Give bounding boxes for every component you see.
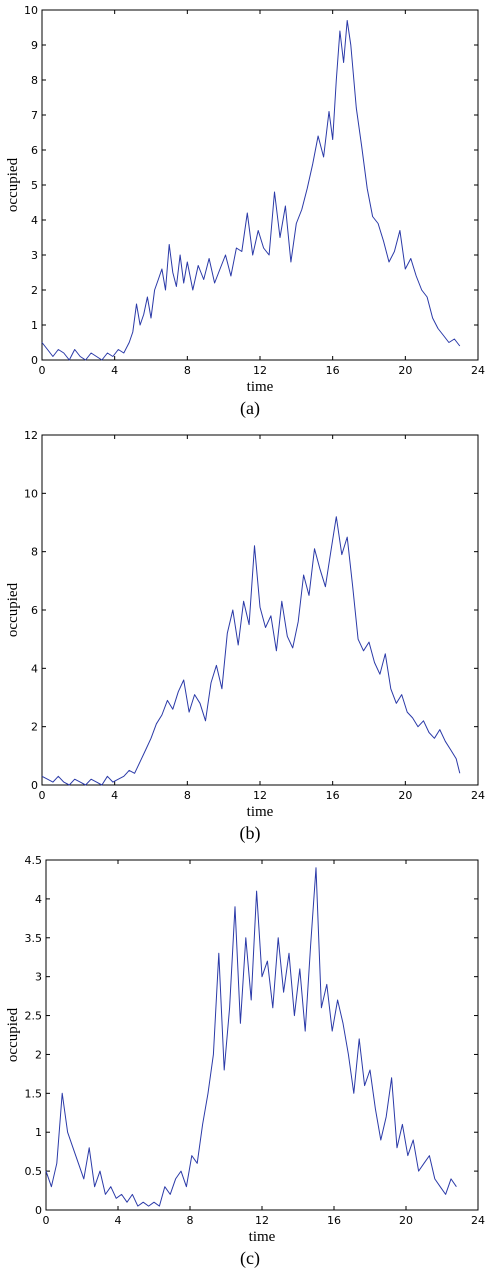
y-tick-label: 9 xyxy=(31,39,38,52)
x-tick-label: 20 xyxy=(398,364,412,377)
x-tick-label: 16 xyxy=(326,789,340,802)
series-line xyxy=(45,867,457,1207)
y-tick-label: 0 xyxy=(35,1204,42,1217)
x-tick-label: 0 xyxy=(43,1214,50,1227)
x-tick-label: 12 xyxy=(255,1214,269,1227)
x-axis-label: time xyxy=(247,379,274,395)
y-tick-label: 3.5 xyxy=(25,932,43,945)
x-tick-label: 24 xyxy=(471,789,485,802)
x-tick-label: 8 xyxy=(184,789,191,802)
x-tick-label: 16 xyxy=(327,1214,341,1227)
y-axis-label: occupied xyxy=(5,1007,21,1062)
y-tick-label: 0 xyxy=(31,779,38,792)
y-tick-label: 0.5 xyxy=(25,1165,43,1178)
x-tick-label: 24 xyxy=(471,364,485,377)
x-tick-label: 16 xyxy=(326,364,340,377)
x-tick-label: 12 xyxy=(253,364,267,377)
chart-panel-a: 0 4 8 12 16 20 24 0 1 2 3 4 5 6 7 8 9 10 time occupied (a) xyxy=(0,0,485,425)
panel-caption: (b) xyxy=(240,823,261,844)
y-tick-label: 3 xyxy=(31,249,38,262)
series-line xyxy=(41,516,461,786)
plot-area xyxy=(41,9,479,361)
y-tick-label: 5 xyxy=(31,179,38,192)
y-tick-label: 2 xyxy=(35,1048,42,1061)
y-tick-label: 4 xyxy=(31,214,38,227)
y-tick-label: 10 xyxy=(24,4,38,17)
x-tick-label: 12 xyxy=(253,789,267,802)
y-tick-label: 2.5 xyxy=(25,1010,43,1023)
y-tick-label: 4 xyxy=(31,662,38,675)
y-tick-label: 2 xyxy=(31,721,38,734)
y-tick-label: 3 xyxy=(35,971,42,984)
y-tick-label: 1 xyxy=(35,1126,42,1139)
panel-caption: (a) xyxy=(240,398,260,419)
x-axis-label: time xyxy=(247,804,274,820)
x-tick-label: 4 xyxy=(115,1214,122,1227)
y-tick-label: 1 xyxy=(31,319,38,332)
chart-panel-b: 0 4 8 12 16 20 24 0 2 4 6 8 10 12 time occupied (b) xyxy=(0,425,485,850)
x-axis-label: time xyxy=(249,1229,276,1245)
x-tick-label: 8 xyxy=(184,364,191,377)
x-tick-label: 0 xyxy=(39,789,46,802)
chart-panel-c: 0 4 8 12 16 20 24 0 0.5 1 1.5 2 2.5 3 3.5 4 4.5 time occup… xyxy=(0,850,485,1275)
y-tick-label: 4 xyxy=(35,893,42,906)
y-tick-label: 6 xyxy=(31,144,38,157)
plot-area xyxy=(45,859,479,1211)
y-tick-label: 2 xyxy=(31,284,38,297)
x-tick-label: 8 xyxy=(187,1214,194,1227)
chart-c: 0 4 8 12 16 20 24 0 0.5 1 1.5 2 2.5 3 3.5 4 4.5 time occup… xyxy=(5,854,485,1269)
y-tick-label: 0 xyxy=(31,354,38,367)
y-tick-label: 7 xyxy=(31,109,38,122)
x-tick-label: 24 xyxy=(471,1214,485,1227)
x-tick-label: 20 xyxy=(399,1214,413,1227)
panel-caption: (c) xyxy=(240,1248,260,1269)
x-tick-label: 4 xyxy=(111,789,118,802)
y-tick-label: 8 xyxy=(31,546,38,559)
y-tick-label: 8 xyxy=(31,74,38,87)
x-tick-label: 4 xyxy=(111,364,118,377)
y-axis-label: occupied xyxy=(5,157,21,212)
y-tick-label: 4.5 xyxy=(25,854,43,867)
x-tick-label: 20 xyxy=(398,789,412,802)
y-tick-label: 10 xyxy=(24,487,38,500)
y-tick-label: 12 xyxy=(24,429,38,442)
y-tick-label: 1.5 xyxy=(25,1087,43,1100)
series-line xyxy=(41,20,461,361)
plot-area xyxy=(41,434,479,786)
y-axis-label: occupied xyxy=(5,582,21,637)
y-tick-label: 6 xyxy=(31,604,38,617)
x-tick-label: 0 xyxy=(39,364,46,377)
